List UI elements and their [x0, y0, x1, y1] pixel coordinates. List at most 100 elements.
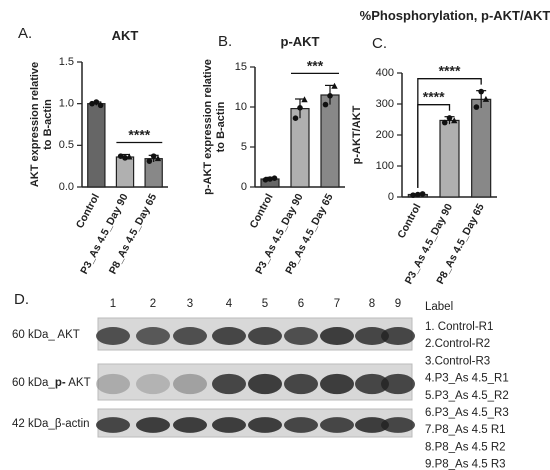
- data-point: [331, 82, 338, 89]
- blot-band: [96, 327, 130, 345]
- lane-number: 5: [262, 298, 268, 310]
- blot-band: [320, 373, 354, 395]
- chart-title: AKT: [112, 28, 139, 43]
- bar: [290, 107, 310, 188]
- legend-item: 2.Control-R2: [425, 338, 490, 350]
- blot-band: [173, 417, 207, 433]
- y-tick-label: 400: [376, 67, 394, 79]
- bar: [115, 156, 135, 188]
- data-point: [322, 101, 329, 108]
- data-point: [301, 96, 308, 103]
- row-label: 60 kDa_ AKT: [12, 329, 80, 341]
- data-point: [327, 93, 333, 99]
- row-label-part: p-: [55, 377, 66, 389]
- y-tick-label: 0: [241, 181, 247, 193]
- legend-item: 4.P3_As 4.5_R1: [425, 373, 509, 385]
- bar: [320, 94, 340, 188]
- y-tick-label: 5: [241, 141, 247, 153]
- legend-item: 9.P8_As 4.5 R3: [425, 459, 506, 470]
- blot-band: [320, 417, 354, 433]
- data-point: [117, 153, 124, 159]
- legend-item: 1. Control-R1: [425, 321, 493, 333]
- data-point: [478, 88, 484, 95]
- y-tick-label: 0.0: [59, 181, 74, 193]
- x-tick-label: Control: [395, 202, 423, 241]
- y-tick-label: 15: [235, 61, 247, 73]
- data-point: [89, 100, 95, 107]
- lane-number: 2: [150, 298, 156, 310]
- blot-band: [212, 373, 246, 395]
- y-axis-label-line: AKT expression relative: [29, 62, 41, 187]
- bar: [471, 98, 492, 198]
- data-point: [146, 158, 153, 164]
- x-tick-label: Control: [248, 192, 276, 231]
- y-tick-label: 10: [235, 101, 247, 113]
- blot-band: [173, 327, 207, 345]
- blot-band: [248, 417, 282, 433]
- blot-band: [136, 417, 170, 433]
- panel-label: D.: [14, 291, 29, 308]
- lane-number: 6: [298, 298, 304, 310]
- data-point: [441, 119, 448, 126]
- blot-band: [248, 373, 282, 395]
- y-axis-label: p-AKT expression relativeto B-actin: [202, 59, 227, 195]
- blot-band: [96, 417, 130, 433]
- lane-number: 7: [334, 298, 340, 310]
- row-label-part: 60 kDa_: [12, 377, 55, 389]
- y-axis-label: p-AKT/AKT: [351, 105, 363, 164]
- lane-number: 4: [226, 298, 233, 310]
- panel-label: C.: [372, 35, 387, 52]
- data-point: [473, 104, 480, 110]
- data-point: [154, 155, 162, 162]
- blot-band: [136, 373, 170, 395]
- chart-title: %Phosphorylation, p-AKT/AKT: [360, 8, 550, 23]
- blot-band: [173, 373, 207, 395]
- blot-band: [284, 417, 318, 433]
- row-label-part: AKT: [66, 377, 91, 389]
- legend-item: 5.P3_As 4.5_R2: [425, 390, 509, 402]
- y-tick-label: 100: [376, 160, 394, 172]
- y-tick-label: 0: [388, 191, 394, 203]
- significance-bracket: [417, 78, 482, 188]
- data-point: [122, 155, 128, 161]
- data-point: [262, 177, 269, 183]
- blot-band: [381, 417, 415, 433]
- row-label-part: 60 kDa_ AKT: [12, 329, 80, 341]
- y-tick-label: 1.5: [59, 56, 74, 68]
- blot-band: [284, 373, 318, 395]
- y-tick-label: 200: [376, 129, 394, 141]
- row-label: 60 kDa_p- AKT: [12, 377, 91, 389]
- y-axis-label: AKT expression relativeto B-actin: [29, 62, 54, 187]
- y-tick-label: 300: [376, 98, 394, 110]
- legend-title: Label: [425, 301, 453, 313]
- legend-item: 3.Control-R3: [425, 355, 490, 367]
- significance-label: ****: [439, 63, 461, 79]
- data-point: [415, 191, 421, 198]
- data-point: [150, 153, 157, 159]
- lane-number: 9: [395, 298, 401, 310]
- data-point: [97, 102, 104, 109]
- bar: [87, 103, 106, 188]
- row-label: 42 kDa_β-actin: [12, 418, 90, 430]
- blot-band: [212, 417, 246, 433]
- blot-band: [355, 373, 389, 395]
- blot-band: [284, 327, 318, 345]
- panel-label: B.: [218, 33, 232, 50]
- data-point: [267, 176, 273, 182]
- blot-band: [96, 373, 130, 395]
- significance-label: ****: [128, 127, 150, 143]
- data-point: [446, 115, 453, 121]
- blot-band: [355, 327, 389, 345]
- significance-label: ****: [423, 89, 445, 105]
- panel-label: A.: [18, 25, 32, 42]
- data-point: [271, 175, 278, 181]
- data-point: [482, 95, 490, 102]
- data-point: [410, 192, 416, 198]
- blot-band: [136, 327, 170, 345]
- row-label-part: 42 kDa_β-actin: [12, 418, 90, 430]
- y-axis-label-line: p-AKT expression relative: [202, 59, 214, 195]
- blot-band: [248, 327, 282, 345]
- lane-number: 1: [110, 298, 116, 310]
- x-tick-label: Control: [74, 192, 102, 231]
